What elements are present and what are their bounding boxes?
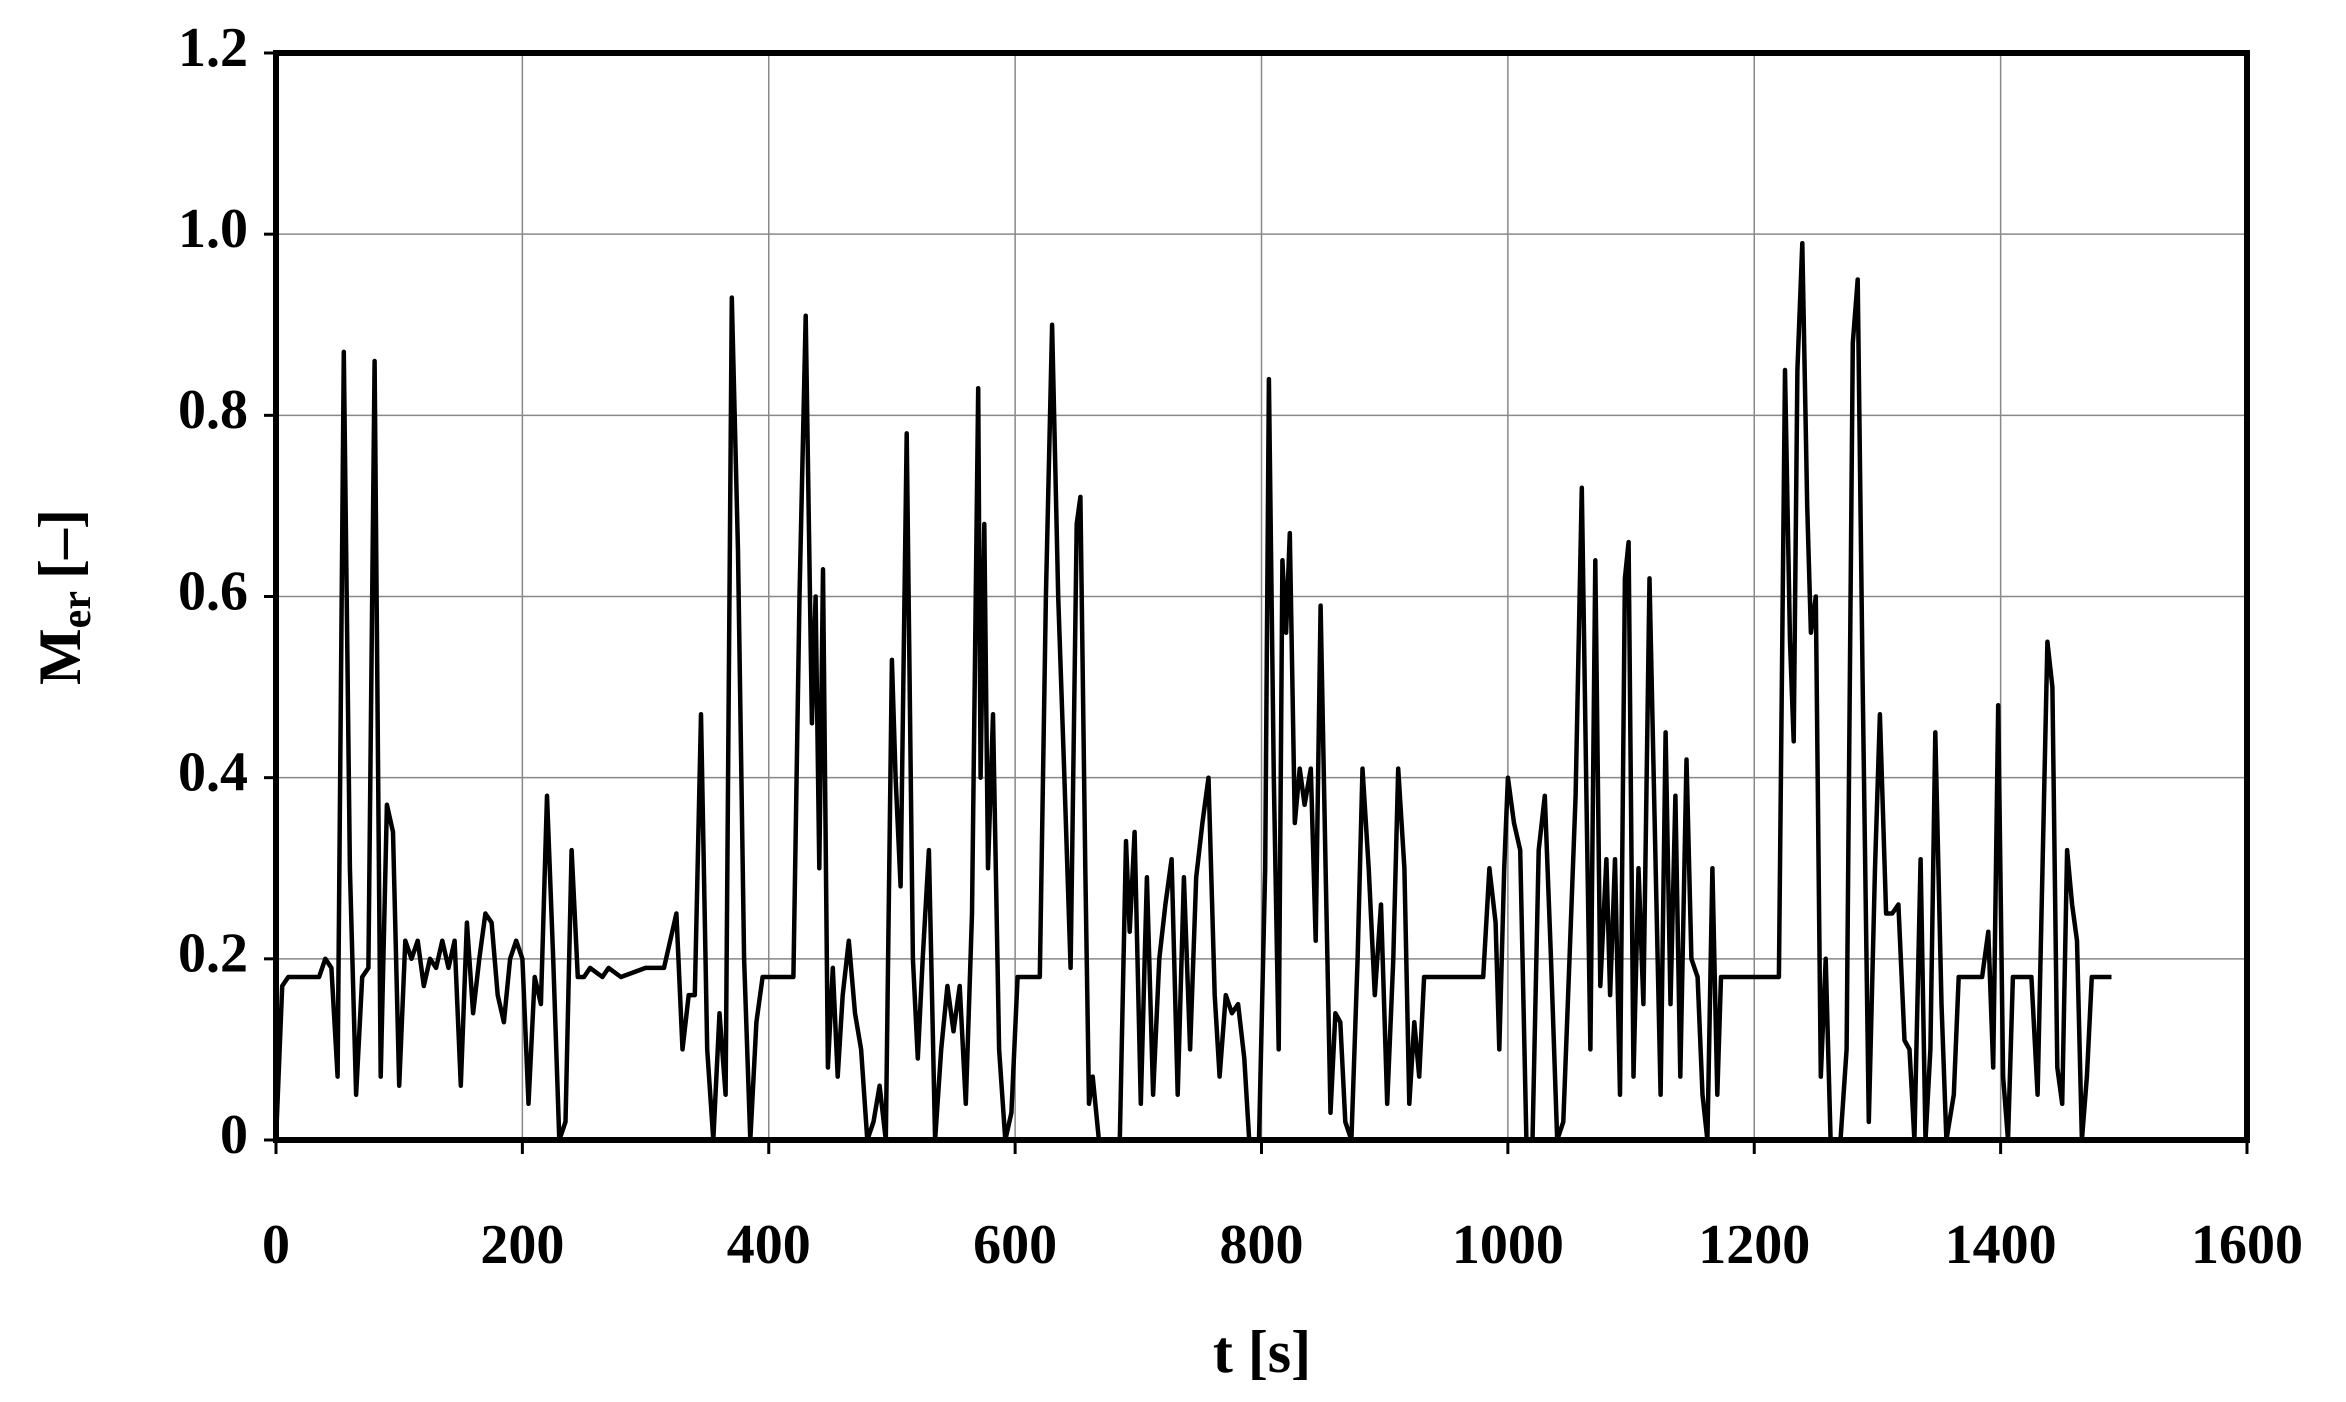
- y-tick-label: 1.0: [178, 198, 248, 260]
- y-tick-label: 0: [220, 1104, 248, 1166]
- x-tick-label: 0: [262, 1214, 290, 1276]
- x-tick-label: 1400: [1945, 1214, 2057, 1276]
- y-tick-label: 0.2: [178, 923, 248, 985]
- y-label-unit: [–]: [27, 509, 93, 579]
- x-tick-label: 200: [480, 1214, 564, 1276]
- y-label-sub: er: [54, 591, 100, 628]
- y-tick-label: 0.6: [178, 560, 248, 622]
- x-axis-label: t [s]: [1213, 1319, 1311, 1385]
- x-tick-label: 400: [727, 1214, 811, 1276]
- data-line: [273, 240, 2112, 1143]
- y-axis-label: Mer [–]: [27, 509, 100, 685]
- y-tick-label: 0.8: [178, 379, 248, 441]
- x-tick-label: 1200: [1698, 1214, 1810, 1276]
- y-tick-label: 0.4: [178, 742, 248, 804]
- x-tick-label: 600: [973, 1214, 1057, 1276]
- y-label-main: M: [27, 628, 93, 685]
- x-tick-label: 1000: [1452, 1214, 1564, 1276]
- plot-frame: [273, 50, 2250, 1143]
- x-tick-label: 1600: [2191, 1214, 2303, 1276]
- y-tick-label: 1.2: [178, 17, 248, 79]
- x-tick-label: 800: [1220, 1214, 1304, 1276]
